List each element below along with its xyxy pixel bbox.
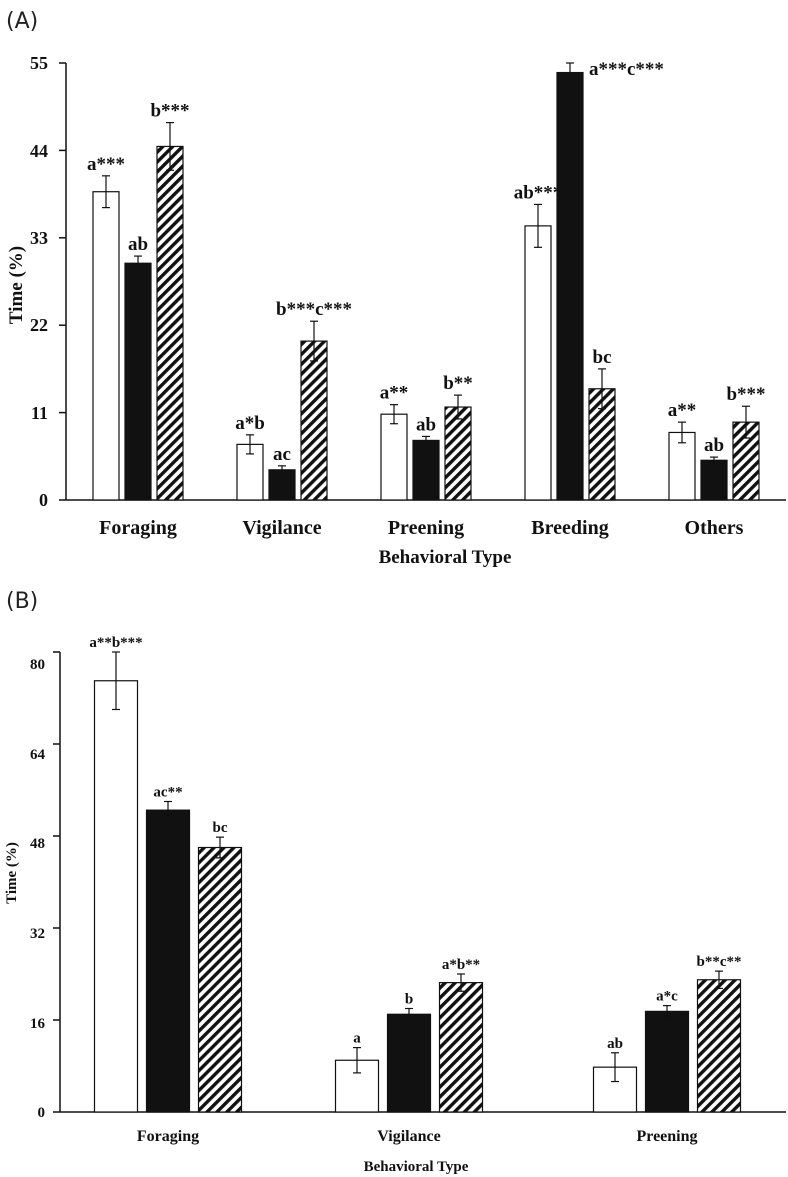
- panel-a-xlabel: Behavioral Type: [379, 547, 512, 568]
- panel-a-plot-area: a*** ab b*** a*b ac b***c*** a** ab b** ab*** a***…: [59, 59, 786, 501]
- panel-a-bar-series-3-foraging: [156, 145, 184, 501]
- panel-b-significance-label: bc: [213, 820, 228, 836]
- panel-a-bar-series-1-others: [668, 431, 696, 501]
- panel-a-significance-label: ab: [128, 234, 148, 255]
- panel-b-significance-label: ac**: [153, 785, 182, 801]
- panel-a-category-others: Others: [685, 517, 744, 539]
- panel-b-bar-series-3-preening: [696, 979, 742, 1113]
- panel-a-category-preening: Preening: [388, 517, 464, 539]
- panel-a-bar-series-1-foraging: [92, 191, 120, 501]
- panel-a-significance-label: a**: [668, 400, 697, 421]
- panel-a-significance-label: b***c***: [276, 299, 352, 320]
- panel-b-y-ticks: 0 16 32 48 64 80: [30, 657, 46, 1121]
- panel-a-bar-series-3-vigilance: [300, 340, 328, 501]
- panel-b-category-preening: Preening: [636, 1128, 697, 1145]
- panel-b-ytick: 80: [30, 657, 45, 673]
- panel-a-bar-series-1-preening: [380, 413, 408, 501]
- panel-b-category-labels: Foraging Vigilance Preening: [137, 1128, 698, 1145]
- panel-a-significance-label: b***: [726, 384, 765, 405]
- panel-a-ytick: 55: [30, 53, 48, 73]
- panel-a-bar-series-2-others: [700, 459, 728, 501]
- panel-b-ylabel: Time (%): [4, 842, 20, 904]
- panel-b-bar-series-1-foraging: [93, 680, 139, 1113]
- panel-a-ytick: 11: [31, 403, 48, 423]
- panel-b-significance-label: a*b**: [442, 957, 480, 973]
- panel-a-significance-label: bc: [593, 347, 612, 368]
- panel-a-significance-label: ab: [704, 435, 724, 456]
- panel-a-ylabel: Time (%): [6, 246, 27, 324]
- panel-a-label: (A): [6, 9, 38, 34]
- panel-a-category-vigilance: Vigilance: [242, 517, 321, 539]
- panel-a-significance-label: b***: [150, 101, 189, 122]
- panel-a-significance-label: ab***: [514, 182, 563, 203]
- panel-b-significance-label: a: [353, 1031, 361, 1047]
- panel-b-significance-label: a*c: [656, 989, 678, 1005]
- panel-a-category-foraging: Foraging: [99, 517, 177, 539]
- panel-b-significance-label: ab: [607, 1036, 623, 1052]
- panel-b-bar-series-2-preening: [644, 1010, 690, 1113]
- panel-a-bar-series-1-breeding: [524, 225, 552, 501]
- panel-a-bar-series-2-foraging: [124, 262, 152, 501]
- panel-a-y-ticks: 0 11 22 33 44 55: [30, 53, 48, 510]
- panel-b-ytick: 16: [30, 1016, 46, 1032]
- panel-a-bar-series-2-breeding: [556, 71, 584, 501]
- panel-a-ytick: 22: [30, 315, 48, 335]
- panel-a-significance-label: ac: [273, 444, 291, 465]
- panel-b-label: (B): [6, 589, 38, 614]
- panel-a-category-breeding: Breeding: [531, 517, 608, 539]
- panel-b-category-foraging: Foraging: [137, 1128, 199, 1145]
- panel-b-bar-series-3-vigilance: [438, 982, 484, 1113]
- panel-b-xlabel: Behavioral Type: [364, 1159, 469, 1175]
- panel-a-ytick: 0: [39, 490, 48, 510]
- panel-b-bar-series-3-foraging: [197, 846, 243, 1113]
- panel-a-significance-label: a**: [380, 383, 409, 404]
- panel-b-ytick: 0: [38, 1105, 46, 1121]
- panel-b-significance-label: b: [405, 992, 413, 1008]
- panel-a-significance-label: a***: [87, 154, 125, 175]
- panel-b-significance-label: b**c**: [697, 954, 742, 970]
- panel-b-category-vigilance: Vigilance: [377, 1128, 440, 1145]
- panel-b-significance-label: a**b***: [89, 635, 142, 651]
- panel-b-ytick: 48: [30, 836, 45, 852]
- panel-b-bar-series-2-foraging: [145, 809, 191, 1113]
- panel-a-ytick: 44: [30, 141, 48, 161]
- panel-a-ytick: 33: [30, 228, 48, 248]
- panel-a-significance-label: ab: [416, 414, 436, 435]
- panel-a-significance-label: a***c***: [589, 59, 664, 80]
- panel-a-bar-series-2-preening: [412, 439, 440, 501]
- panel-b-ytick: 32: [30, 926, 45, 942]
- panel-a-significance-label: a*b: [235, 413, 265, 434]
- panel-a-significance-label: b**: [443, 373, 473, 394]
- panel-b-bar-series-2-vigilance: [386, 1013, 432, 1113]
- panel-a-bar-series-3-preening: [444, 406, 472, 501]
- panel-a-bar-series-2-vigilance: [268, 469, 296, 501]
- panel-a-category-labels: Foraging Vigilance Preening Breeding Oth…: [99, 517, 744, 539]
- panel-b-ytick: 64: [30, 747, 46, 763]
